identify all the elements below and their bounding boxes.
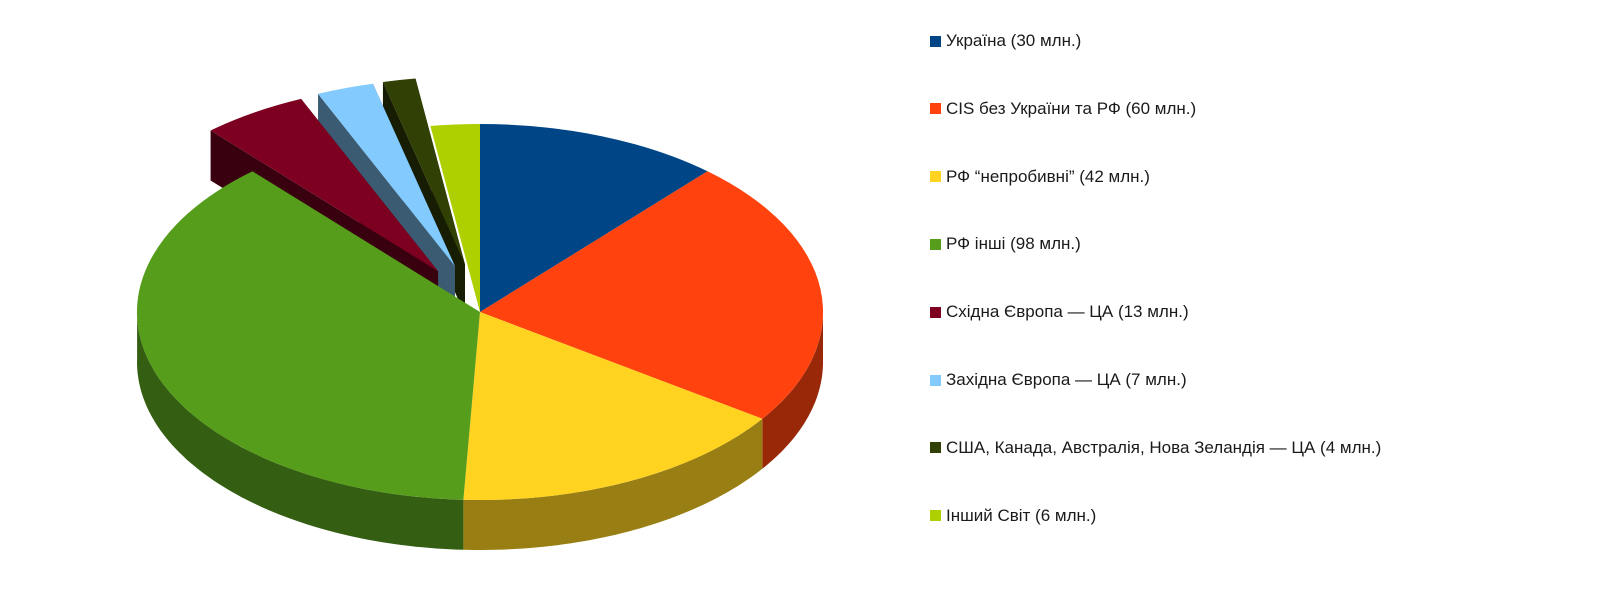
legend-item: Інший Світ (6 млн.)	[930, 504, 1096, 528]
pie-slice-0	[480, 124, 708, 312]
legend-item: Східна Європа — ЦА (13 млн.)	[930, 300, 1189, 324]
legend-item: CIS без України та РФ (60 млн.)	[930, 97, 1196, 121]
pie-chart	[136, 78, 824, 550]
pie-slice-side-3	[137, 308, 464, 550]
legend-swatch	[930, 442, 941, 454]
pie-slice-3	[136, 171, 480, 500]
pie-slice-side-2	[463, 418, 763, 550]
pie-slice-7	[430, 124, 480, 312]
pie-slice-6	[382, 78, 465, 265]
legend-item: РФ “непробивні” (42 млн.)	[930, 165, 1150, 189]
legend-label: Україна (30 млн.)	[946, 31, 1082, 50]
legend-label: США, Канада, Австралія, Нова Зеландія — …	[946, 437, 1382, 457]
legend-label: РФ “непробивні” (42 млн.)	[946, 166, 1150, 186]
legend-swatch	[930, 374, 941, 386]
legend-label: Східна Європа — ЦА (13 млн.)	[946, 302, 1189, 322]
pie-slice-5	[318, 83, 455, 267]
legend-swatch	[930, 171, 941, 183]
legend-swatch	[930, 103, 941, 115]
pie-slice-side-1	[762, 310, 823, 469]
legend-swatch	[930, 35, 941, 47]
pie-slice-2	[463, 312, 763, 501]
legend-swatch	[930, 238, 941, 250]
pie-slice-4	[210, 98, 438, 272]
legend-label: CIS без України та РФ (60 млн.)	[946, 98, 1197, 118]
legend-swatch	[930, 510, 941, 522]
legend-label: РФ інші (98 млн.)	[946, 234, 1081, 254]
legend-item: США, Канада, Австралія, Нова Зеландія — …	[930, 436, 1381, 460]
legend-item: Західна Європа — ЦА (7 млн.)	[930, 368, 1187, 392]
legend-label: Західна Європа — ЦА (7 млн.)	[946, 370, 1187, 389]
legend-item: РФ інші (98 млн.)	[930, 232, 1081, 256]
pie-slice-1	[480, 171, 824, 419]
legend-label: Інший Світ (6 млн.)	[946, 505, 1097, 525]
legend-item: Україна (30 млн.)	[930, 29, 1081, 53]
legend-swatch	[930, 306, 941, 318]
